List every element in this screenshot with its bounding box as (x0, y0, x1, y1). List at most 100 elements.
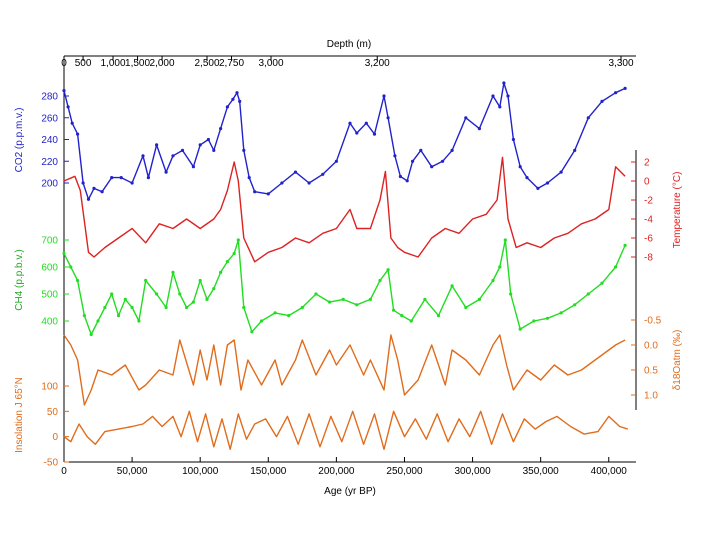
ch4-data-point (225, 260, 229, 264)
co2-data-point (86, 197, 91, 201)
ch4-data-point (509, 292, 513, 296)
co2-data-point (506, 94, 510, 98)
ch4-data-point (155, 292, 159, 296)
ch4-data-point (314, 292, 318, 296)
co2-data-point (477, 127, 481, 131)
temperature-tick-label: -2 (644, 196, 653, 207)
co2-data-point (321, 172, 325, 176)
ch4-data-point (328, 300, 332, 304)
co2-data-point (155, 143, 159, 147)
co2-data-point (66, 105, 70, 109)
ch4-data-point (614, 265, 618, 269)
ch4-data-point (273, 311, 277, 315)
ch4-data-point (498, 265, 502, 269)
co2-data-point (70, 121, 74, 125)
co2-data-point (518, 165, 522, 169)
co2-data-point (231, 97, 235, 101)
co2-data-point (405, 179, 409, 183)
age-tick-label: 250,000 (386, 466, 423, 477)
depth-tick-label: 3,000 (258, 58, 283, 69)
ch4-data-point (300, 305, 304, 310)
ch4-data-point (185, 305, 189, 310)
co2-data-point (242, 148, 246, 152)
co2-data-point (430, 165, 434, 169)
depth-tick-label: 500 (75, 58, 92, 69)
age-tick-label: 200,000 (318, 466, 355, 477)
depth-axis-title: Depth (m) (327, 39, 371, 50)
co2-data-point (364, 121, 368, 125)
co2-data-point (511, 137, 515, 142)
co2-data-point (266, 192, 270, 196)
ch4-data-point (378, 278, 382, 283)
co2-data-point (293, 170, 298, 174)
co2-data-point (545, 181, 550, 185)
ch4-data-point (76, 278, 80, 283)
ch4-data-point (436, 314, 441, 318)
co2-data-point (225, 105, 229, 109)
age-axis-ticks: 0 50,000 100,000 150,000 200,000 250,000 300,0… (61, 457, 627, 477)
co2-data-point (110, 176, 114, 180)
co2-tick-label: 240 (41, 135, 58, 146)
ch4-data-point (144, 278, 148, 283)
ch4-data-point (89, 332, 93, 337)
series-layer (62, 81, 629, 450)
co2-data-point (573, 148, 577, 152)
co2-data-point (253, 190, 257, 194)
ch4-axis-title: CH4 (p.p.b.v.) (14, 249, 25, 311)
co2-data-point (141, 154, 145, 158)
ch4-tick-label: 400 (41, 317, 58, 328)
ch4-data-point (96, 319, 100, 323)
co2-data-point (382, 94, 386, 98)
ch4-data-point (130, 305, 134, 310)
ch4-data-point (392, 308, 396, 312)
ch4-data-point (545, 316, 550, 320)
ch4-data-point (62, 251, 66, 256)
ch4-data-point (171, 270, 175, 274)
insolation-tick-label: -50 (44, 458, 59, 469)
ch4-tick-label: 600 (41, 263, 58, 274)
d18o-tick-label: -0.5 (644, 316, 662, 327)
temperature-tick-label: 0 (644, 177, 650, 188)
ch4-data-point (205, 297, 209, 301)
temperature-tick-label: -4 (644, 215, 653, 226)
co2-data-point (441, 159, 445, 163)
co2-data-point (398, 174, 402, 179)
age-tick-label: 50,000 (117, 466, 148, 477)
co2-series-line (63, 82, 626, 200)
co2-data-point (180, 148, 185, 152)
co2-data-point (247, 176, 251, 180)
temperature-tick-label: 2 (644, 158, 650, 169)
co2-data-point (498, 105, 502, 109)
ch4-tick-label: 700 (41, 236, 58, 247)
temperature-tick-label: -6 (644, 234, 653, 245)
ch4-data-point (123, 297, 127, 301)
co2-data-point (411, 159, 415, 163)
ch4-data-point (450, 284, 454, 288)
co2-data-point (491, 94, 495, 98)
ch4-data-point (600, 281, 604, 285)
ch4-data-point (287, 314, 291, 318)
co2-data-point (307, 181, 311, 185)
co2-data-point (76, 132, 80, 136)
ch4-data-point (518, 327, 522, 331)
insolation-tick-label: 0 (52, 432, 58, 443)
ch4-data-point (573, 303, 577, 307)
ch4-data-point (400, 314, 404, 318)
d18o-tick-label: 0.0 (644, 341, 658, 352)
co2-data-point (559, 170, 563, 174)
co2-data-point (219, 127, 223, 131)
co2-data-point (238, 99, 242, 103)
ch4-data-point (212, 287, 216, 291)
age-tick-label: 300,000 (454, 466, 491, 477)
depth-tick-label: 1,000 (101, 58, 126, 69)
ch4-data-point (103, 305, 107, 310)
co2-data-point (92, 186, 96, 190)
age-tick-label: 0 (61, 466, 67, 477)
d18o-tick-label: 1.0 (644, 391, 658, 402)
ch4-data-point (191, 300, 195, 304)
co2-tick-label: 220 (41, 157, 58, 168)
depth-tick-label: 2,750 (219, 58, 244, 69)
co2-data-point (393, 154, 397, 158)
age-tick-label: 350,000 (523, 466, 560, 477)
